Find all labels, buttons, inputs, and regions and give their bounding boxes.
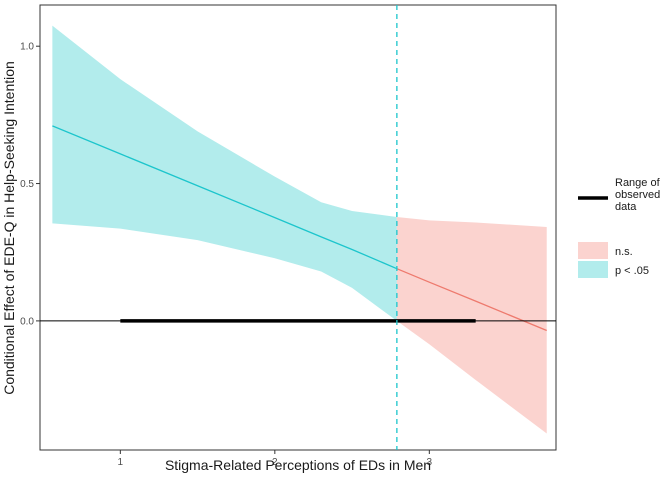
plot-area <box>39 4 557 451</box>
y-axis: 0.0 0.5 1.0 <box>20 42 40 327</box>
legend-sig-swatch <box>578 261 608 278</box>
legend-range-label: Range of observed data <box>615 177 661 213</box>
x-tick-label: 1 <box>118 457 124 468</box>
y-axis-title: Conditional Effect of EDE-Q in Help-Seek… <box>1 61 17 395</box>
y-tick-label: 0.0 <box>20 316 34 327</box>
legend-sig-label: p < .05 <box>615 265 649 277</box>
legend: Range of observed data n.s. p < .05 <box>578 177 661 278</box>
legend-ns-label: n.s. <box>615 246 633 258</box>
legend-range-label-line: observed <box>615 189 660 201</box>
legend-range-label-line: Range of <box>615 177 661 189</box>
effect-lines <box>52 125 547 332</box>
legend-range-label-line: data <box>615 201 637 213</box>
confidence-bands <box>52 25 547 434</box>
x-tick-label: 3 <box>427 457 433 468</box>
x-tick-label: 2 <box>272 457 278 468</box>
x-axis-title: Stigma-Related Perceptions of EDs in Men <box>165 457 431 473</box>
reference-lines <box>40 5 556 450</box>
legend-ns-swatch <box>578 242 608 259</box>
significant-effect-line <box>52 125 398 270</box>
y-tick-label: 0.5 <box>20 179 34 190</box>
significant-confidence-band <box>52 25 397 321</box>
ns-effect-line <box>396 268 547 332</box>
ns-confidence-band <box>396 217 547 434</box>
y-tick-label: 1.0 <box>20 42 34 53</box>
x-axis: 1 2 3 <box>118 450 433 468</box>
